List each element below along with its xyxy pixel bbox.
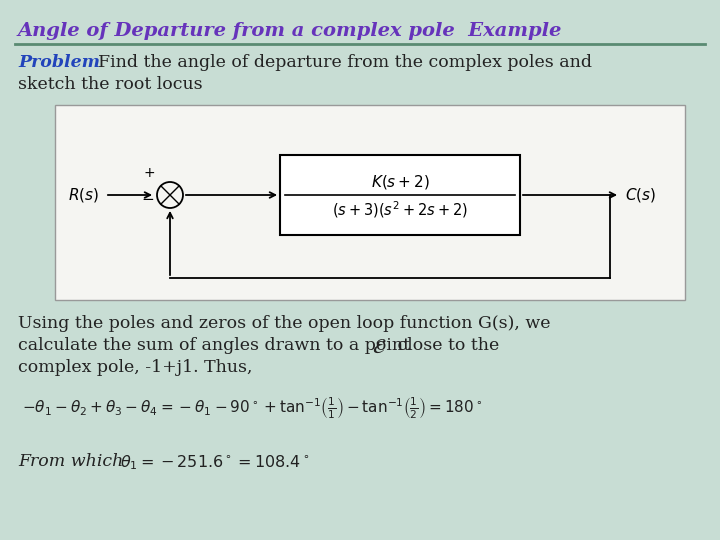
Text: sketch the root locus: sketch the root locus xyxy=(18,76,202,93)
Text: $R(s)$: $R(s)$ xyxy=(68,186,99,204)
Text: $-\theta_1 - \theta_2 + \theta_3 - \theta_4 = -\theta_1 - 90^\circ + \tan^{-1}\!: $-\theta_1 - \theta_2 + \theta_3 - \thet… xyxy=(22,395,482,421)
Text: Problem: Problem xyxy=(18,54,100,71)
Text: +: + xyxy=(143,166,155,180)
Text: close to the: close to the xyxy=(392,337,499,354)
Text: $K(s + 2)$: $K(s + 2)$ xyxy=(371,173,429,191)
Text: $\theta_1 = -251.6^\circ = 108.4^\circ$: $\theta_1 = -251.6^\circ = 108.4^\circ$ xyxy=(120,453,310,472)
Text: From which: From which xyxy=(18,453,123,470)
Text: $C(s)$: $C(s)$ xyxy=(625,186,656,204)
Text: complex pole, -1+j1. Thus,: complex pole, -1+j1. Thus, xyxy=(18,359,253,376)
Text: −: − xyxy=(141,192,154,206)
Bar xyxy=(280,155,520,235)
Text: Find the angle of departure from the complex poles and: Find the angle of departure from the com… xyxy=(98,54,592,71)
Text: $\mathcal{E}$: $\mathcal{E}$ xyxy=(372,337,387,357)
Bar xyxy=(55,105,685,300)
Text: Angle of Departure from a complex pole  Example: Angle of Departure from a complex pole E… xyxy=(18,22,562,40)
Text: $(s + 3)(s^2 + 2s + 2)$: $(s + 3)(s^2 + 2s + 2)$ xyxy=(332,199,468,220)
Text: calculate the sum of angles drawn to a point: calculate the sum of angles drawn to a p… xyxy=(18,337,410,354)
Text: Using the poles and zeros of the open loop function G(s), we: Using the poles and zeros of the open lo… xyxy=(18,315,551,332)
